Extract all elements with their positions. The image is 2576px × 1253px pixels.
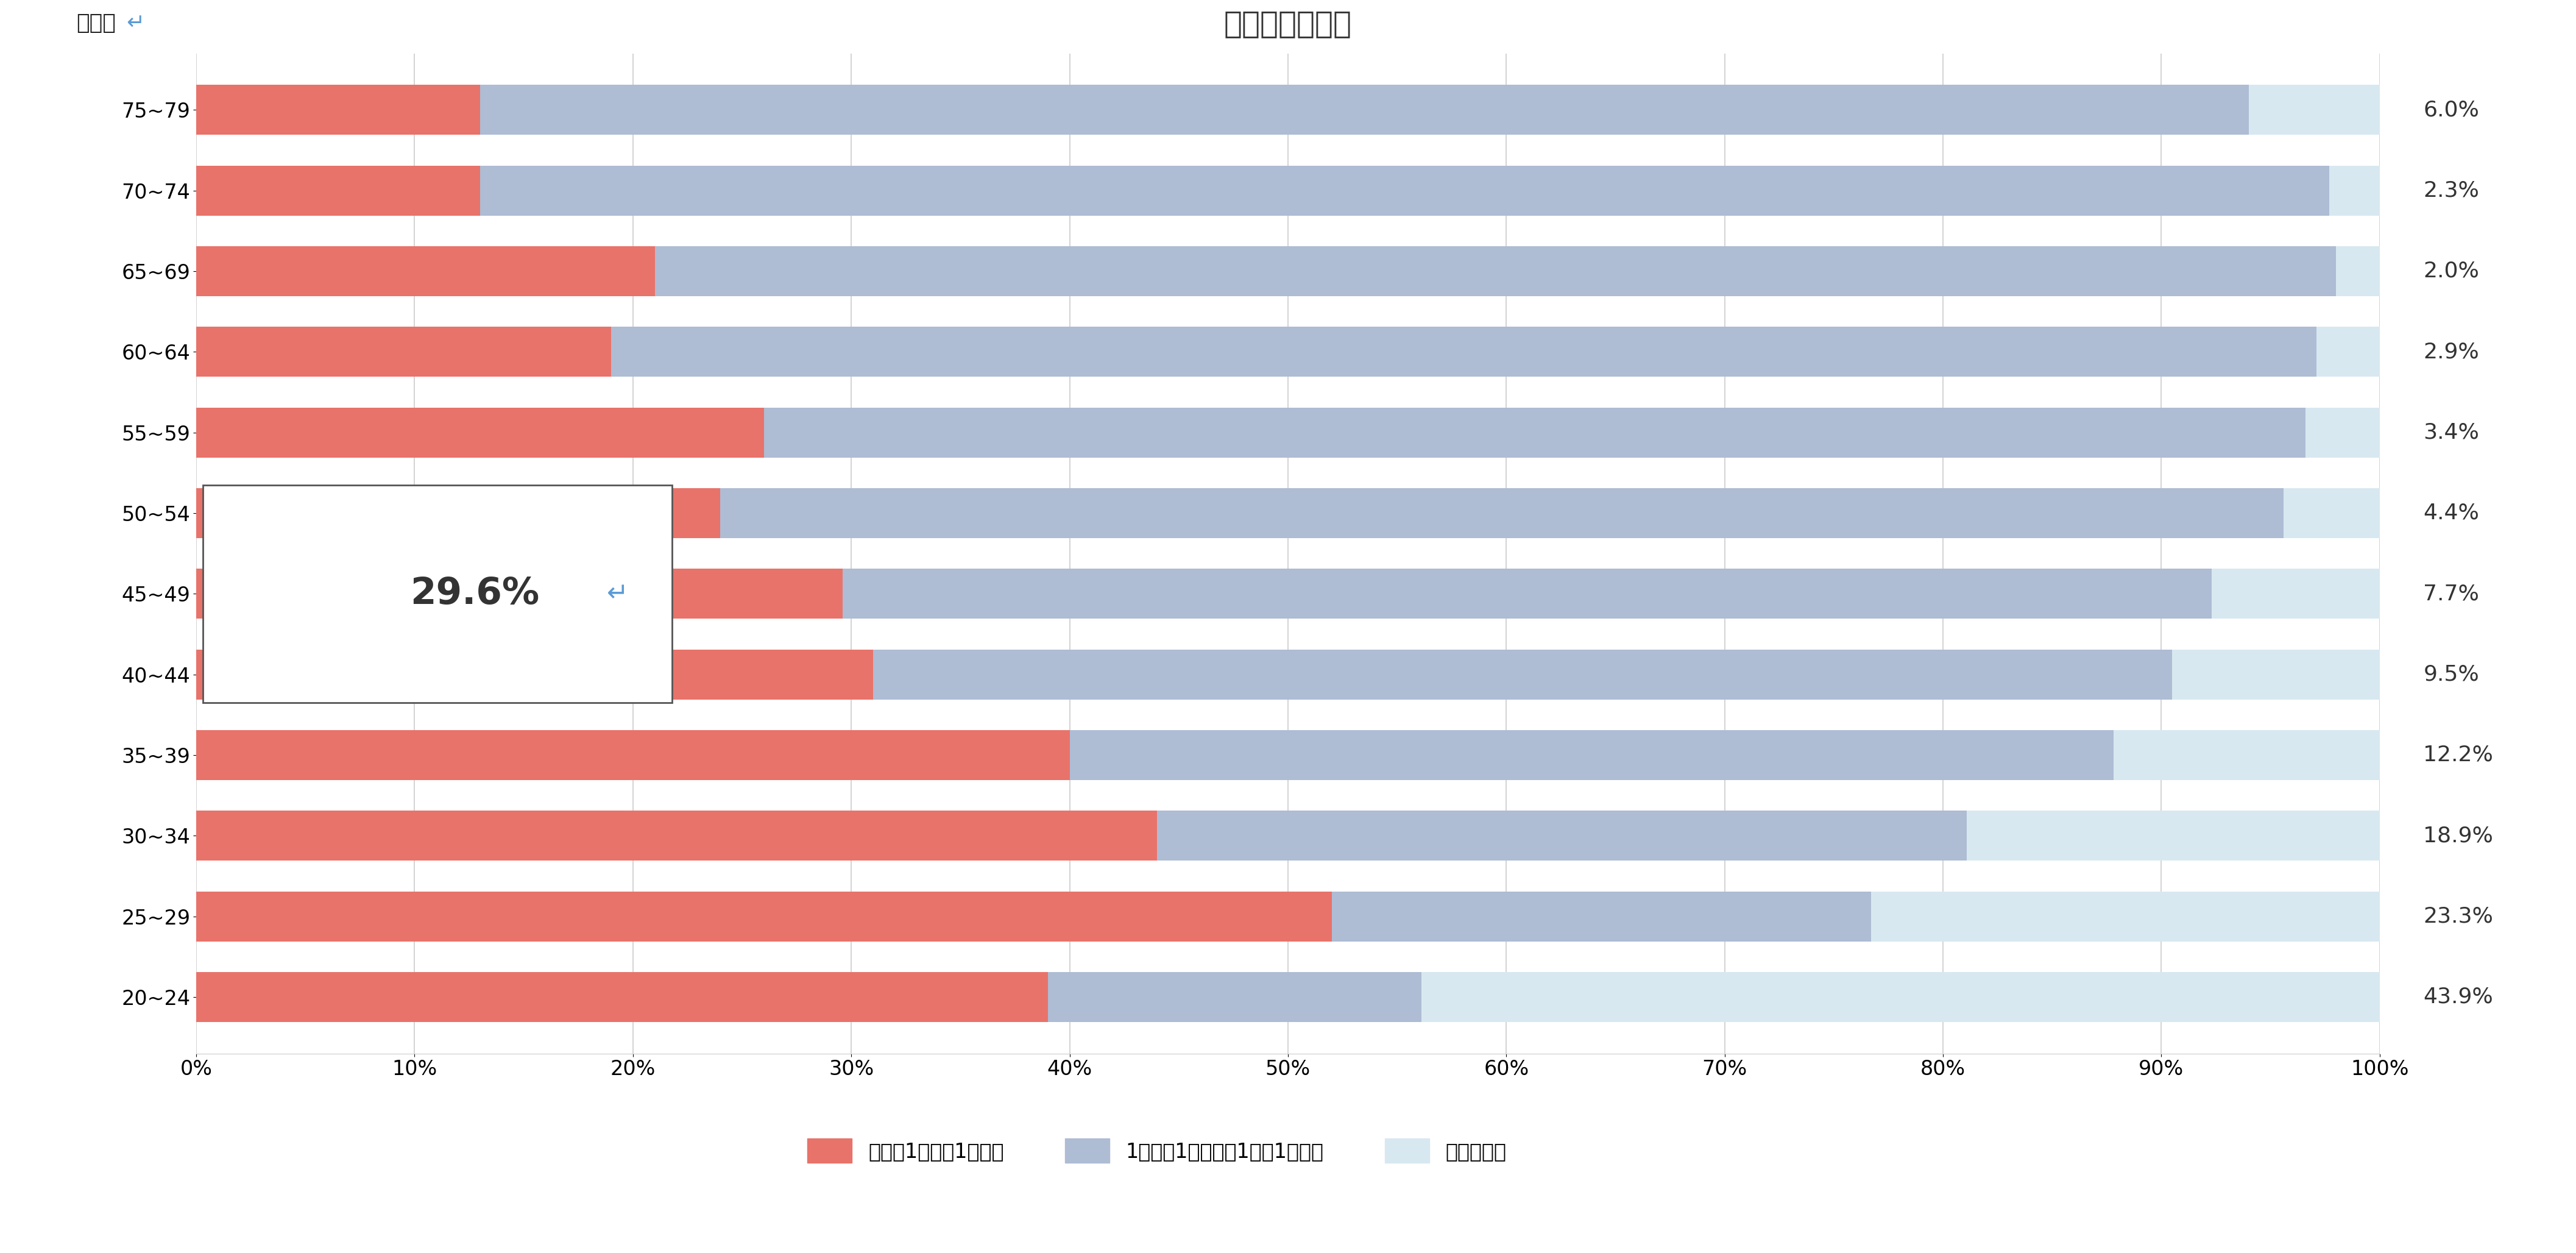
Text: 18.9%: 18.9% [2424, 826, 2494, 846]
Bar [196, 407, 765, 457]
Bar [1069, 730, 2112, 781]
Text: 2.9%: 2.9% [2424, 342, 2478, 362]
Title: 【性交の頻度】: 【性交の頻度】 [1224, 9, 1352, 39]
Text: 6.0%: 6.0% [2424, 99, 2478, 120]
Bar [196, 891, 1332, 941]
Bar [479, 85, 2249, 135]
Text: 12.2%: 12.2% [2424, 744, 2494, 766]
Bar [1332, 891, 1870, 941]
Bar [2249, 85, 2380, 135]
Text: ↵: ↵ [126, 13, 144, 34]
Bar [2336, 246, 2380, 296]
Bar [196, 327, 611, 377]
Bar [196, 730, 1069, 781]
Bar [2213, 569, 2380, 619]
Bar [1968, 811, 2380, 861]
Bar [196, 246, 654, 296]
Bar [196, 489, 721, 538]
Text: 3.4%: 3.4% [2424, 422, 2478, 442]
Bar [1422, 972, 2380, 1022]
Bar [2112, 730, 2380, 781]
Bar [196, 972, 1048, 1022]
Bar [2306, 407, 2380, 457]
Text: 2.3%: 2.3% [2424, 180, 2478, 200]
Bar [196, 165, 479, 216]
Bar [196, 811, 1157, 861]
Bar [196, 649, 873, 699]
Text: 43.9%: 43.9% [2424, 986, 2494, 1007]
Bar [479, 165, 2329, 216]
Bar [654, 246, 2336, 296]
Bar [873, 649, 2172, 699]
Bar [765, 407, 2306, 457]
Bar [196, 85, 479, 135]
Text: 23.3%: 23.3% [2424, 906, 2494, 927]
Bar [196, 569, 842, 619]
Text: 4.4%: 4.4% [2424, 502, 2478, 524]
Text: 7.7%: 7.7% [2424, 584, 2478, 604]
FancyBboxPatch shape [204, 485, 672, 703]
Text: ↵: ↵ [608, 581, 629, 606]
Bar [1157, 811, 1968, 861]
Bar [2316, 327, 2380, 377]
Bar [721, 489, 2282, 538]
Bar [842, 569, 2213, 619]
Bar [2282, 489, 2380, 538]
Bar [611, 327, 2316, 377]
Bar [2329, 165, 2380, 216]
Bar [2172, 649, 2380, 699]
Text: 9.5%: 9.5% [2424, 664, 2478, 684]
Text: 2.0%: 2.0% [2424, 261, 2478, 282]
Bar [1870, 891, 2380, 941]
Legend: 毎日〜1か月に1回程度, 1ヵ月に1回未満〜1年に1回未満, 性交未経験: 毎日〜1か月に1回程度, 1ヵ月に1回未満〜1年に1回未満, 性交未経験 [796, 1128, 1517, 1173]
Text: 29.6%: 29.6% [410, 576, 538, 611]
Text: （歳）: （歳） [77, 13, 116, 34]
Bar [1048, 972, 1422, 1022]
